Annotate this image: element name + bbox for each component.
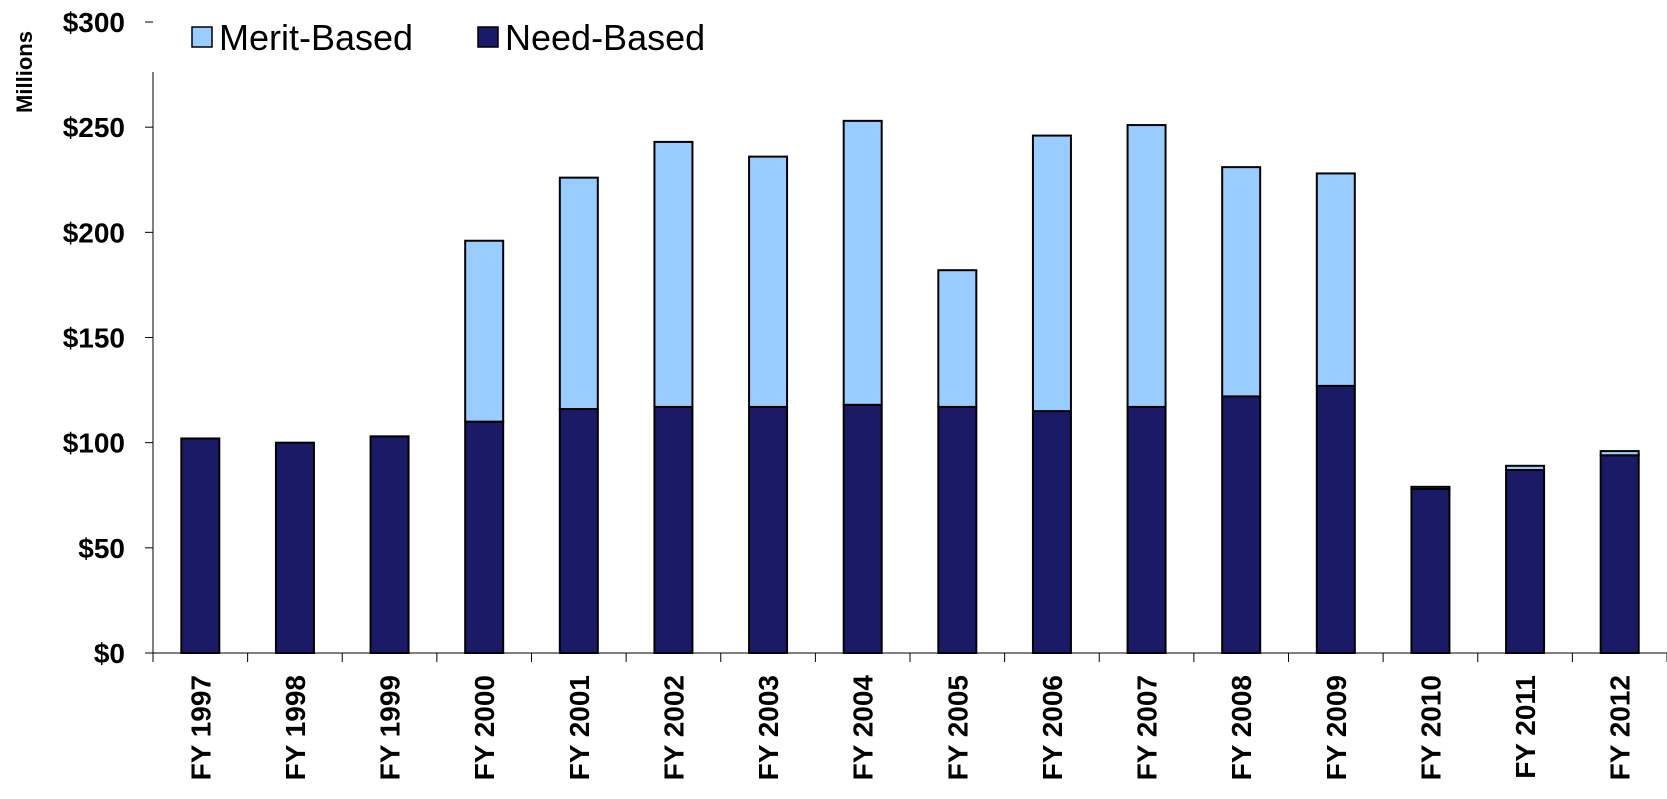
bar-merit-based [842,119,883,406]
bar-need-based [1031,410,1072,654]
x-category-label: FY 2004 [848,675,879,781]
y-tick-label: $200 [63,217,125,248]
bar-need-based [274,441,315,654]
x-category-label: FY 2012 [1605,675,1636,780]
bars [180,119,1640,655]
x-category-label: FY 2006 [1037,675,1068,780]
bar-merit-based [1126,124,1167,408]
bar-need-based [369,435,410,654]
bar-need-based [558,408,599,654]
legend-label: Merit-Based [219,17,413,58]
x-category-label: FY 2011 [1510,675,1541,779]
y-axis-unit-label: Millions [12,31,37,113]
bar-merit-based [1031,134,1072,413]
bar-merit-based [558,176,599,411]
bar-merit-based [1599,450,1640,457]
bar-merit-based [1315,172,1356,387]
x-axis-ticks [152,653,1667,662]
bar-merit-based [464,239,505,423]
y-tick-label: $50 [78,533,125,564]
x-category-label: FY 2001 [564,675,595,780]
y-tick-label: $250 [63,112,125,143]
bar-need-based [180,437,221,654]
bar-need-based [937,405,978,654]
y-tick-label: $100 [63,428,125,459]
bar-merit-based [748,155,789,408]
x-category-label: FY 2005 [942,675,973,780]
y-tick-label: $0 [94,638,125,669]
bar-need-based [1315,384,1356,654]
x-category-label: FY 2003 [753,675,784,780]
x-category-label: FY 2009 [1321,675,1352,780]
bar-merit-based [1410,485,1451,490]
x-category-label: FY 2008 [1226,675,1257,780]
bar-merit-based [653,140,694,408]
bar-need-based [1599,454,1640,654]
y-tick-label: $150 [63,323,125,354]
y-tick-label: $300 [63,7,125,38]
bar-merit-based [937,269,978,408]
bar-need-based [1126,405,1167,654]
x-category-label: FY 2000 [469,675,500,780]
x-category-label: FY 2007 [1132,675,1163,780]
x-category-label: FY 1998 [280,675,311,780]
bar-need-based [1410,487,1451,654]
bar-need-based [842,403,883,654]
x-category-label: FY 2010 [1415,675,1446,780]
bar-need-based [748,405,789,654]
legend: Merit-Based Need-Based [191,17,705,58]
legend-label: Need-Based [505,17,705,58]
legend-swatch [191,26,213,48]
x-category-label: FY 2002 [658,675,689,780]
bar-merit-based [1505,464,1546,472]
y-axis-ticks: $0 $50 $100 $150 $200 $250 $300 [63,7,153,669]
bar-need-based [1221,395,1262,654]
bar-need-based [653,405,694,654]
x-axis-labels: FY 1997 FY 1998 FY 1999 FY 2000 FY 2001 FY 20… [185,675,1635,781]
bar-need-based [1505,469,1546,655]
bar-need-based [464,420,505,654]
bar-merit-based [1221,166,1262,398]
x-category-label: FY 1997 [185,675,216,780]
x-category-label: FY 1999 [375,675,406,780]
legend-swatch [477,26,499,48]
